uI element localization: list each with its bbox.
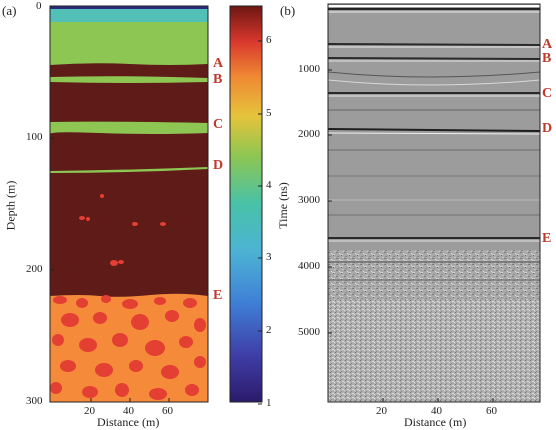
panel-b-marker-b: B bbox=[542, 51, 552, 66]
panel-b-marker-d: D bbox=[542, 121, 553, 136]
panel-a-marker-b: B bbox=[213, 72, 223, 87]
panel-b-ytick-5000: 5000 bbox=[298, 326, 320, 338]
colorbar-tick-2: 2 bbox=[266, 324, 272, 336]
colorbar bbox=[229, 5, 263, 403]
panel-b-ticks bbox=[328, 69, 494, 402]
panel-b-ytick-2000: 2000 bbox=[298, 128, 320, 140]
panel-a-marker-a: A bbox=[213, 56, 224, 71]
model-green-layer-d bbox=[50, 167, 208, 173]
panel-a-xtick-20: 20 bbox=[84, 405, 95, 417]
panel-b-marker-c: C bbox=[542, 86, 553, 101]
panel-b-xlabel: Distance (m) bbox=[404, 415, 467, 429]
panel-a-ytick-200: 200 bbox=[26, 263, 43, 275]
radargram-noise-deep bbox=[328, 300, 540, 402]
model-red-inclusions bbox=[50, 194, 206, 400]
colorbar-tick-4: 4 bbox=[266, 179, 272, 191]
panel-b-xtick-20: 20 bbox=[376, 405, 387, 417]
panel-b-ytick-3000: 3000 bbox=[298, 194, 320, 206]
panel-a-ylabel: Depth (m) bbox=[3, 180, 18, 231]
colorbar-tick-3: 3 bbox=[266, 251, 272, 263]
panel-b-label: (b) bbox=[280, 3, 296, 18]
panel-b-marker-a: A bbox=[542, 37, 553, 52]
panel-a-xtick-40: 40 bbox=[123, 405, 134, 417]
model-green-layer-a bbox=[50, 22, 208, 65]
model-orange-bottom-layer bbox=[50, 293, 208, 402]
panel-a-marker-e: E bbox=[213, 288, 223, 303]
colorbar-tick-5: 5 bbox=[266, 107, 272, 119]
panel-b-xtick-60: 60 bbox=[486, 405, 497, 417]
colorbar-tick-6: 6 bbox=[266, 34, 272, 46]
panel-a-label: (a) bbox=[2, 3, 17, 18]
panel-b-ylabel: Time (ns) bbox=[275, 182, 290, 229]
model-cyan-layer bbox=[50, 9, 208, 22]
panel-a-xlabel: Distance (m) bbox=[97, 415, 160, 429]
panel-a-marker-d: D bbox=[213, 158, 224, 173]
panel-b-marker-e: E bbox=[542, 231, 552, 246]
panel-a-ytick-100: 100 bbox=[26, 131, 43, 143]
panel-a-plot bbox=[49, 5, 209, 403]
panel-b-ytick-4000: 4000 bbox=[298, 260, 320, 272]
model-green-layer-b bbox=[50, 76, 208, 83]
colorbar-ticks bbox=[258, 40, 262, 405]
radargram-reflections bbox=[327, 5, 541, 281]
panel-b-xtick-40: 40 bbox=[431, 405, 442, 417]
model-surface-blue-layer bbox=[50, 6, 208, 9]
panel-b-plot bbox=[327, 3, 541, 403]
model-green-layer-c bbox=[50, 121, 208, 134]
panel-a-frame bbox=[49, 5, 209, 403]
panel-a-ytick-0: 0 bbox=[36, 0, 42, 12]
panel-a-ytick-300: 300 bbox=[26, 395, 43, 407]
panel-b-ytick-1000: 1000 bbox=[298, 63, 320, 75]
panel-a-marker-c: C bbox=[213, 117, 224, 132]
panel-b-frame bbox=[327, 3, 541, 403]
panel-a-xtick-60: 60 bbox=[162, 405, 173, 417]
panel-a-ticks bbox=[50, 137, 170, 402]
colorbar-tick-1: 1 bbox=[266, 397, 272, 409]
